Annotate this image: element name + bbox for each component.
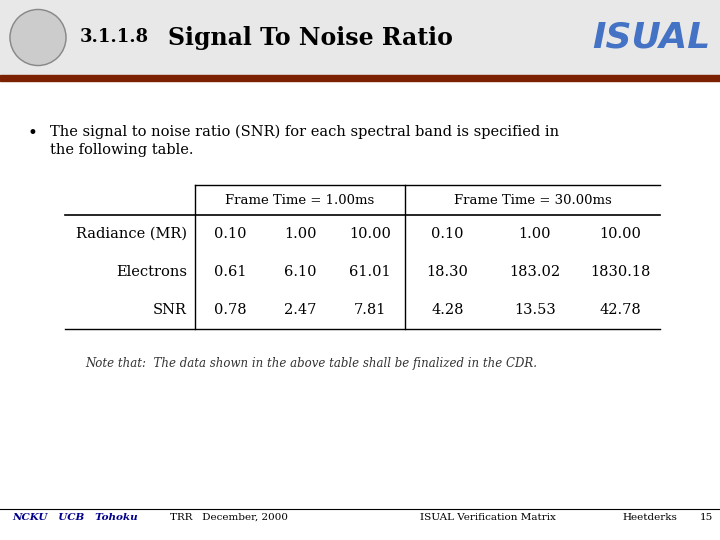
Text: SNR: SNR bbox=[153, 303, 187, 317]
Bar bbox=[0, 0, 720, 75]
Text: Frame Time = 30.00ms: Frame Time = 30.00ms bbox=[454, 193, 611, 206]
Text: Note that:  The data shown in the above table shall be finalized in the CDR.: Note that: The data shown in the above t… bbox=[85, 357, 537, 370]
Text: Electrons: Electrons bbox=[116, 265, 187, 279]
Text: 0.10: 0.10 bbox=[431, 227, 464, 241]
Text: 0.78: 0.78 bbox=[214, 303, 246, 317]
Text: 2.47: 2.47 bbox=[284, 303, 316, 317]
Bar bbox=[0, 75, 720, 81]
Text: Heetderks: Heetderks bbox=[622, 512, 677, 522]
Text: Frame Time = 1.00ms: Frame Time = 1.00ms bbox=[225, 193, 374, 206]
Text: 3.1.1.8: 3.1.1.8 bbox=[80, 29, 149, 46]
Text: Signal To Noise Ratio: Signal To Noise Ratio bbox=[168, 25, 452, 50]
Text: the following table.: the following table. bbox=[50, 143, 194, 157]
Text: NCKU   UCB   Tohoku: NCKU UCB Tohoku bbox=[12, 512, 138, 522]
Text: TRR   December, 2000: TRR December, 2000 bbox=[170, 512, 288, 522]
Text: 4.28: 4.28 bbox=[431, 303, 464, 317]
Text: 0.61: 0.61 bbox=[214, 265, 246, 279]
Text: •: • bbox=[28, 125, 38, 142]
Text: Radiance (MR): Radiance (MR) bbox=[76, 227, 187, 241]
Text: ISUAL Verification Matrix: ISUAL Verification Matrix bbox=[420, 512, 556, 522]
Text: 1.00: 1.00 bbox=[284, 227, 316, 241]
Text: 10.00: 10.00 bbox=[349, 227, 391, 241]
Text: 42.78: 42.78 bbox=[599, 303, 641, 317]
Text: 18.30: 18.30 bbox=[426, 265, 469, 279]
Text: 183.02: 183.02 bbox=[510, 265, 561, 279]
Text: 10.00: 10.00 bbox=[599, 227, 641, 241]
Text: ISUAL: ISUAL bbox=[592, 21, 710, 55]
Text: 0.10: 0.10 bbox=[214, 227, 246, 241]
Text: 1.00: 1.00 bbox=[518, 227, 552, 241]
Circle shape bbox=[10, 10, 66, 65]
Text: 61.01: 61.01 bbox=[349, 265, 391, 279]
Text: 13.53: 13.53 bbox=[514, 303, 556, 317]
Text: The signal to noise ratio (SNR) for each spectral band is specified in: The signal to noise ratio (SNR) for each… bbox=[50, 125, 559, 139]
Text: 7.81: 7.81 bbox=[354, 303, 386, 317]
Text: 15: 15 bbox=[700, 512, 714, 522]
Text: 6.10: 6.10 bbox=[284, 265, 316, 279]
Text: 1830.18: 1830.18 bbox=[590, 265, 650, 279]
